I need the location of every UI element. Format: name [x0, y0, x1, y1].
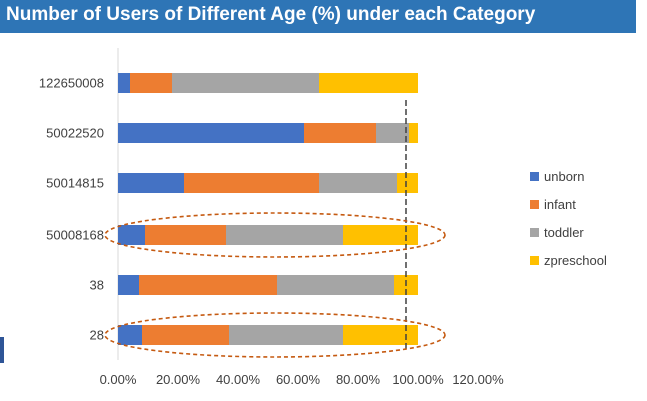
legend-label-toddler: toddler	[544, 225, 584, 240]
category-label-122650008: 122650008	[39, 76, 104, 91]
bar-28-unborn	[118, 325, 142, 345]
legend-swatch-infant	[530, 200, 539, 209]
x-tick-label-4: 80.00%	[336, 372, 381, 387]
x-tick-label-2: 40.00%	[216, 372, 261, 387]
category-label-50008168: 50008168	[46, 228, 104, 243]
chart-title-bar	[0, 0, 636, 33]
x-tick-label-1: 20.00%	[156, 372, 201, 387]
legend-swatch-unborn	[530, 172, 539, 181]
bar-50022520-toddler	[376, 123, 409, 143]
bar-122650008-unborn	[118, 73, 130, 93]
legend-label-unborn: unborn	[544, 169, 584, 184]
legend-label-zpreschool: zpreschool	[544, 253, 607, 268]
bar-50022520-unborn	[118, 123, 304, 143]
category-label-28: 28	[90, 328, 104, 343]
category-label-50014815: 50014815	[46, 176, 104, 191]
highlight-ellipse-50008168	[104, 212, 446, 258]
bar-122650008-zpreschool	[319, 73, 418, 93]
bar-50008168-infant	[145, 225, 226, 245]
x-tick-label-0: 0.00%	[100, 372, 137, 387]
chart-title: Number of Users of Different Age (%) und…	[6, 4, 536, 25]
bar-50014815-zpreschool	[397, 173, 418, 193]
x-tick-label-3: 60.00%	[276, 372, 321, 387]
bar-50014815-infant	[184, 173, 319, 193]
legend-label-infant: infant	[544, 197, 576, 212]
bar-122650008-infant	[130, 73, 172, 93]
category-label-50022520: 50022520	[46, 126, 104, 141]
bar-38-infant	[139, 275, 277, 295]
x-tick-label-6: 120.00%	[452, 372, 504, 387]
legend-swatch-toddler	[530, 228, 539, 237]
bar-50022520-infant	[304, 123, 376, 143]
bar-28-infant	[142, 325, 229, 345]
x-tick-label-5: 100.00%	[392, 372, 444, 387]
bar-50014815-unborn	[118, 173, 184, 193]
category-label-38: 38	[90, 278, 104, 293]
bar-38-toddler	[277, 275, 394, 295]
highlight-ellipse-28	[104, 312, 446, 358]
left-edge-strip	[0, 337, 4, 363]
bar-38-unborn	[118, 275, 139, 295]
bar-50014815-toddler	[319, 173, 397, 193]
bar-28-zpreschool	[343, 325, 418, 345]
bar-50022520-zpreschool	[409, 123, 418, 143]
legend-swatch-zpreschool	[530, 256, 539, 265]
bar-50008168-zpreschool	[343, 225, 418, 245]
bar-122650008-toddler	[172, 73, 319, 93]
bar-28-toddler	[229, 325, 343, 345]
bar-50008168-unborn	[118, 225, 145, 245]
bar-50008168-toddler	[226, 225, 343, 245]
